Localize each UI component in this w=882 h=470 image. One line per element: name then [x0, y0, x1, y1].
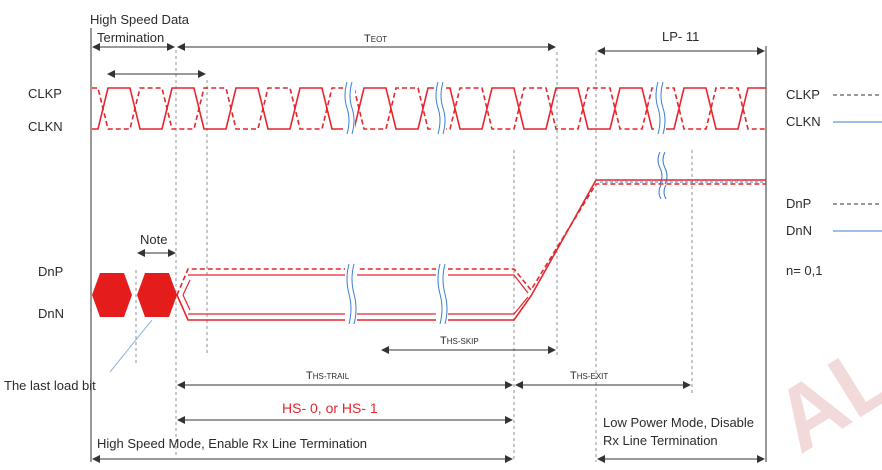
clock-break-marks [343, 80, 666, 138]
dnp-waveform [176, 183, 766, 296]
legend-clkp-label: CLKP [786, 87, 820, 102]
last-load-bit-label: The last load bit [4, 378, 96, 393]
clock-waveform [92, 87, 766, 130]
dn-inner-left-lower [182, 294, 191, 311]
ths-exit-label: THS-EXIT [570, 370, 608, 382]
dnn-label: DnN [38, 306, 64, 321]
lp11-label: LP- 11 [662, 29, 699, 44]
clkn-label: CLKN [28, 119, 63, 134]
data-bit-hexagon-1 [92, 273, 132, 317]
data-bit-hexagon-2 [137, 273, 177, 317]
teot-label: TEOT [364, 33, 387, 45]
last-load-bit-pointer [109, 319, 153, 373]
legend-dnn-label: DnN [786, 223, 812, 238]
dn-inner-upper [188, 274, 529, 294]
lp-mode-label-1: Low Power Mode, Disable [603, 415, 754, 430]
watermark: AL [758, 324, 882, 470]
clkn-waveform [92, 87, 766, 130]
dn-inner-lower [188, 296, 529, 315]
legend-dnp-label: DnP [786, 196, 811, 211]
dnn-waveform [176, 179, 766, 321]
reference-dashed-lines [135, 50, 693, 462]
hs-mode-label: High Speed Mode, Enable Rx Line Terminat… [97, 436, 367, 451]
hs0-hs1-label: HS- 0, or HS- 1 [282, 400, 378, 416]
dnp-label: DnP [38, 264, 63, 279]
note-label: Note [140, 232, 167, 247]
clkp-label: CLKP [28, 86, 62, 101]
lp-mode-label-2: Rx Line Termination [603, 433, 718, 448]
clkp-waveform [92, 87, 766, 130]
data-waveform [176, 179, 766, 321]
ths-skip-label: THS-SKIP [440, 335, 479, 347]
legend-n-note: n= 0,1 [786, 263, 823, 278]
dn-inner-left-upper [182, 279, 191, 296]
lp11-break-marks [657, 151, 668, 200]
ths-trail-label: THS-TRAIL [306, 370, 350, 382]
legend-clkn-label: CLKN [786, 114, 821, 129]
hs-data-termination-label-2: Termination [97, 30, 164, 45]
hs-data-termination-label-1: High Speed Data [90, 12, 190, 27]
data-break-marks [345, 262, 448, 326]
